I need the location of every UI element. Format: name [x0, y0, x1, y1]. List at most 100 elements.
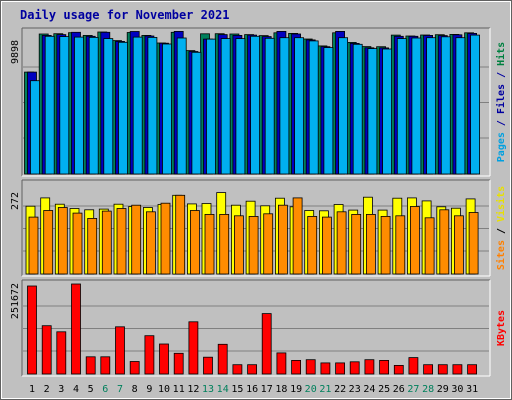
bar-pages-day-4	[74, 36, 84, 175]
bar-kbytes-day-30	[452, 364, 463, 375]
x-tick-label: 7	[117, 384, 123, 395]
x-tick-label: 22	[334, 384, 346, 395]
x-tick-label: 29	[437, 384, 449, 395]
x-tick-label: 18	[275, 384, 287, 395]
x-tick-label: 3	[58, 384, 64, 395]
bar-pages-day-21	[323, 47, 334, 175]
bar-kbytes-day-23	[349, 361, 360, 375]
bar-kbytes-day-31	[467, 364, 478, 375]
bar-pages-day-11	[176, 37, 187, 175]
bar-sites-day-16	[248, 215, 259, 275]
bar-sites-day-31	[468, 212, 479, 275]
bar-kbytes-day-27	[408, 357, 419, 375]
bar-sites-day-19	[292, 197, 303, 275]
bar-kbytes-day-6	[100, 356, 111, 375]
bar-pages-day-25	[382, 48, 393, 175]
bar-pages-day-16	[250, 35, 261, 175]
x-tick-label: 23	[349, 384, 361, 395]
x-tick-label: 13	[202, 384, 214, 395]
bar-pages-day-22	[338, 37, 349, 175]
x-tick-label: 14	[217, 384, 229, 395]
bar-pages-day-31	[470, 34, 481, 175]
legend-entry: /	[496, 66, 507, 84]
bar-sites-day-7	[116, 208, 127, 275]
bar-kbytes-day-15	[232, 364, 243, 375]
x-tick-label: 12	[187, 384, 199, 395]
legend-entry: Sites	[495, 240, 507, 270]
bar-pages-day-28	[426, 37, 437, 175]
bar-kbytes-day-28	[423, 364, 434, 375]
bar-sites-day-25	[380, 215, 391, 275]
x-tick-label: 24	[363, 384, 375, 395]
bar-pages-day-29	[440, 36, 451, 175]
bar-pages-day-30	[455, 37, 466, 175]
bar-sites-day-4	[72, 212, 83, 275]
bar-pages-day-13	[206, 38, 216, 175]
bar-pages-day-10	[162, 43, 172, 175]
x-tick-label: 27	[407, 384, 419, 395]
max-label-top: 9898	[10, 40, 21, 64]
bar-sites-day-5	[87, 217, 98, 275]
bar-pages-day-15	[235, 38, 246, 175]
x-tick-label: 9	[146, 384, 152, 395]
bar-pages-day-1	[30, 80, 40, 175]
bar-sites-day-6	[101, 210, 112, 275]
bar-kbytes-day-5	[85, 356, 96, 375]
legend-entry: KBytes	[496, 310, 507, 346]
bar-kbytes-day-7	[115, 326, 125, 375]
chart-title: Daily usage for November 2021	[20, 8, 230, 22]
x-tick-label: 6	[102, 384, 108, 395]
x-tick-label: 26	[393, 384, 405, 395]
bar-pages-day-14	[220, 38, 231, 175]
x-tick-label: 20	[305, 384, 317, 395]
bar-pages-day-5	[88, 37, 99, 175]
x-tick-label: 5	[88, 384, 94, 395]
bar-sites-day-10	[160, 202, 171, 275]
bar-sites-day-12	[189, 210, 200, 275]
bar-sites-day-3	[57, 207, 68, 275]
bar-sites-day-13	[204, 213, 215, 275]
bar-pages-day-9	[147, 37, 158, 175]
legend-entry: Visits	[495, 186, 507, 222]
bar-kbytes-day-25	[379, 359, 390, 375]
bar-pages-day-20	[308, 40, 319, 175]
bar-kbytes-day-4	[71, 283, 81, 375]
bar-sites-day-21	[321, 216, 332, 275]
x-tick-label: 11	[173, 384, 185, 395]
bar-pages-day-18	[279, 37, 290, 175]
legend-bottom: KBytes	[496, 310, 507, 346]
bar-kbytes-day-20	[305, 359, 316, 375]
bar-pages-day-19	[294, 37, 305, 175]
bar-kbytes-day-16	[247, 364, 258, 375]
bar-pages-day-24	[367, 48, 378, 175]
bar-kbytes-day-3	[56, 331, 67, 375]
x-tick-label: 25	[378, 384, 390, 395]
bar-kbytes-day-8	[129, 361, 140, 375]
max-label-middle: 272	[10, 192, 21, 210]
bar-sites-day-14	[219, 213, 230, 275]
bar-kbytes-day-26	[393, 364, 404, 375]
bar-kbytes-day-24	[364, 359, 375, 375]
bar-pages-day-26	[396, 38, 407, 175]
bar-sites-day-1	[28, 216, 39, 275]
bar-sites-day-24	[365, 213, 376, 275]
bar-pages-day-3	[59, 36, 70, 175]
bar-pages-day-7	[118, 41, 128, 175]
bar-sites-day-18	[277, 204, 288, 275]
bar-kbytes-day-22	[335, 362, 346, 375]
x-tick-label: 4	[73, 384, 79, 395]
bar-kbytes-day-12	[188, 321, 199, 375]
bar-sites-day-8	[131, 204, 142, 275]
x-tick-label: 15	[231, 384, 243, 395]
bar-kbytes-day-1	[27, 285, 37, 375]
bar-sites-day-30	[453, 215, 464, 275]
bar-pages-day-12	[191, 51, 202, 175]
bar-pages-day-27	[411, 37, 422, 175]
x-tick-label: 30	[451, 384, 463, 395]
bar-sites-day-29	[439, 209, 450, 275]
bar-kbytes-day-21	[320, 362, 331, 375]
bar-sites-day-23	[351, 213, 362, 275]
